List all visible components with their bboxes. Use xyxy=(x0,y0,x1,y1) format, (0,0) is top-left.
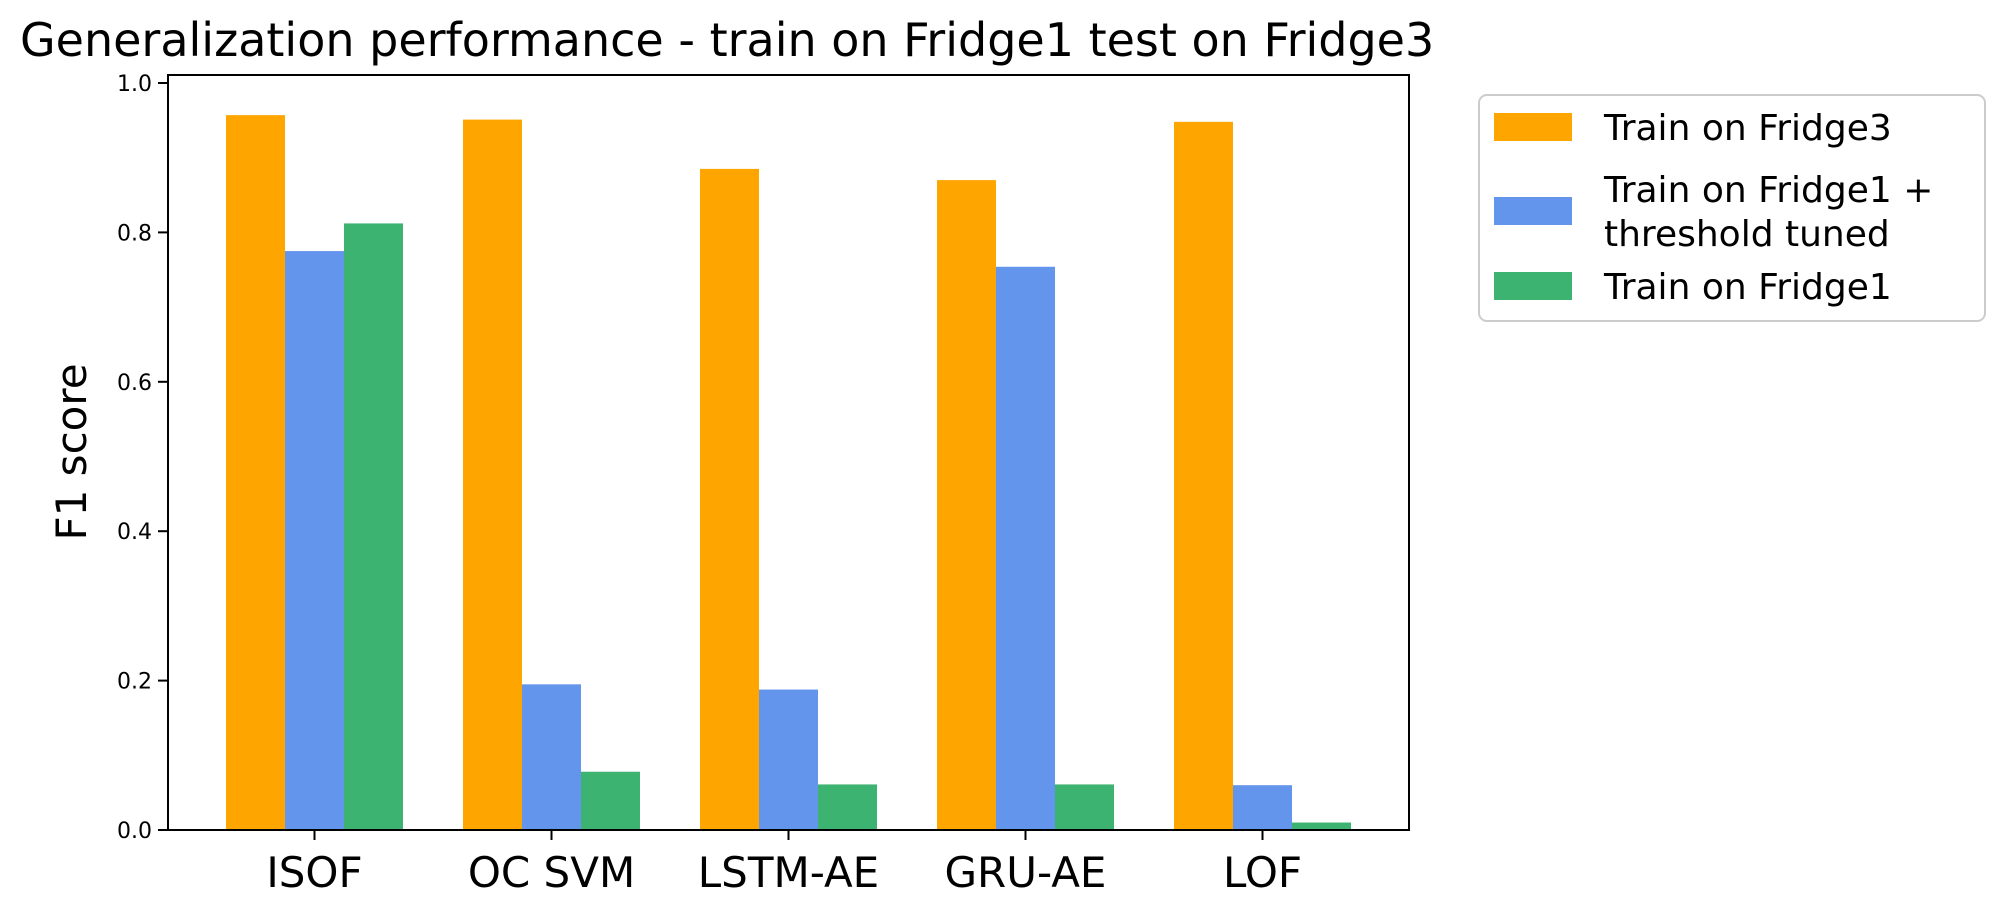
bar-lof-train-on-fridge3 xyxy=(1174,121,1233,831)
bar-oc-svm-train-on-fridge1 xyxy=(581,771,640,830)
bar-lof-train-on-fridge1 xyxy=(1292,822,1351,830)
bar-gru-ae-train-on-fridge1-threshold-tuned xyxy=(996,266,1055,831)
x-tick-label-lof: LOF xyxy=(1223,848,1302,897)
legend-swatch-train-on-fridge3 xyxy=(1494,113,1572,141)
legend-label-train-on-fridge1-threshold-tuned: Train on Fridge1 + threshold tuned xyxy=(1603,170,1933,255)
legend-label-train-on-fridge1: Train on Fridge1 xyxy=(1603,267,1892,308)
legend: Train on Fridge3 Train on Fridge1 + thresh… xyxy=(1478,94,1986,322)
bar-lstm-ae-train-on-fridge1 xyxy=(818,784,877,830)
bar-isof-train-on-fridge3 xyxy=(226,115,285,831)
y-tick-label: 0.6 xyxy=(117,371,152,396)
bar-isof-train-on-fridge1 xyxy=(344,223,403,830)
y-tick-label: 0.8 xyxy=(117,221,152,246)
y-tick-label: 0.4 xyxy=(117,520,152,545)
bar-lstm-ae-train-on-fridge1-threshold-tuned xyxy=(759,689,818,830)
chart-title: Generalization performance - train on Fr… xyxy=(20,13,1434,67)
legend-label-train-on-fridge3: Train on Fridge3 xyxy=(1603,108,1892,149)
legend-swatch-train-on-fridge1-threshold-tuned xyxy=(1494,197,1572,225)
x-tick-label-oc-svm: OC SVM xyxy=(468,848,635,897)
y-tick-label: 0.0 xyxy=(117,819,152,844)
bars-group xyxy=(226,115,1351,831)
y-axis: 0.0 0.2 0.4 0.6 0.8 1.0 xyxy=(117,72,168,844)
x-axis: ISOF OC SVM LSTM-AE GRU-AE LOF xyxy=(266,830,1302,897)
y-tick-label: 1.0 xyxy=(117,72,152,97)
x-tick-label-isof: ISOF xyxy=(266,848,362,897)
bar-oc-svm-train-on-fridge1-threshold-tuned xyxy=(522,684,581,830)
legend-box xyxy=(1478,94,1986,322)
legend-swatch-train-on-fridge1 xyxy=(1494,272,1572,300)
y-tick-label: 0.2 xyxy=(117,670,152,695)
bar-lstm-ae-train-on-fridge3 xyxy=(700,168,759,830)
x-tick-label-lstm-ae: LSTM-AE xyxy=(698,848,879,897)
x-tick-label-gru-ae: GRU-AE xyxy=(945,848,1107,897)
bar-oc-svm-train-on-fridge3 xyxy=(463,119,522,830)
bar-isof-train-on-fridge1-threshold-tuned xyxy=(285,251,344,830)
bar-gru-ae-train-on-fridge3 xyxy=(937,180,996,831)
bar-lof-train-on-fridge1-threshold-tuned xyxy=(1233,785,1292,830)
y-axis-label: F1 score xyxy=(47,363,96,540)
bar-gru-ae-train-on-fridge1 xyxy=(1055,784,1114,830)
